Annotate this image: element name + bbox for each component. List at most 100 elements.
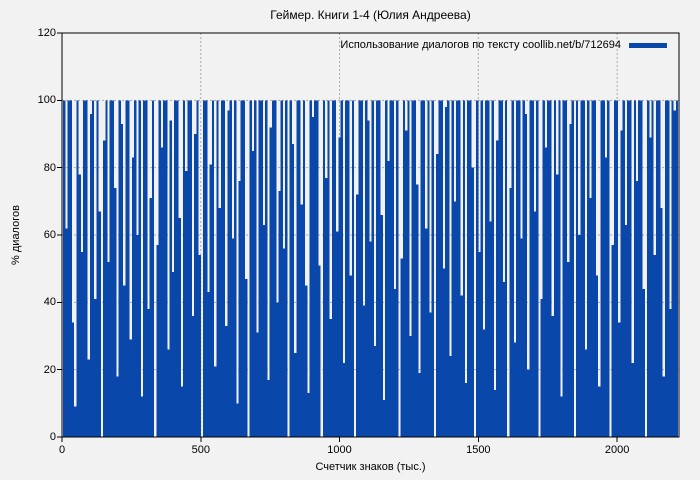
bar — [107, 261, 110, 437]
bar — [427, 100, 430, 437]
bar — [567, 261, 570, 437]
bar — [143, 100, 146, 437]
bar — [465, 383, 468, 437]
bar — [402, 100, 406, 437]
bar — [500, 100, 503, 437]
bar — [409, 336, 412, 437]
bar — [322, 100, 326, 437]
bar — [218, 208, 221, 437]
y-tick-label: 100 — [37, 94, 56, 107]
bar — [194, 134, 197, 437]
bar — [331, 100, 335, 437]
bar — [540, 298, 543, 437]
bar — [291, 144, 295, 437]
bar — [336, 231, 339, 437]
bar — [256, 332, 259, 437]
bar — [160, 147, 164, 437]
bar — [416, 184, 419, 437]
bar — [671, 100, 674, 437]
bar — [174, 100, 177, 437]
bar — [187, 100, 190, 437]
bar — [140, 396, 144, 437]
bar — [502, 282, 505, 437]
bar — [467, 100, 470, 437]
bar — [309, 100, 312, 437]
bar — [544, 147, 548, 437]
bar — [105, 100, 108, 437]
bar — [569, 123, 572, 438]
bar — [396, 100, 399, 437]
bar — [549, 100, 552, 437]
bar — [562, 100, 565, 437]
bar — [134, 100, 137, 437]
bar — [249, 100, 252, 437]
bar — [83, 100, 86, 437]
bar — [593, 100, 597, 437]
bar — [169, 120, 172, 438]
x-tick-label: 2000 — [604, 444, 630, 456]
bar — [76, 100, 79, 437]
bar — [385, 100, 388, 437]
bar — [198, 255, 201, 437]
y-tick-label: 20 — [43, 363, 56, 376]
bar — [151, 100, 155, 437]
bar — [489, 221, 492, 437]
bar — [513, 342, 517, 437]
bar-series — [63, 100, 679, 438]
bar — [202, 100, 206, 437]
bar — [340, 100, 343, 437]
bar — [109, 100, 112, 437]
bar — [258, 100, 261, 437]
bar — [551, 315, 554, 437]
bar — [318, 265, 321, 437]
bar — [391, 100, 394, 437]
bar — [469, 100, 472, 437]
bar — [536, 100, 539, 437]
bar — [480, 100, 483, 437]
y-tick-label: 60 — [43, 229, 56, 241]
bar — [222, 100, 226, 437]
bar — [520, 238, 523, 437]
bar — [624, 224, 628, 437]
bar — [245, 278, 248, 437]
bar — [300, 204, 303, 437]
bar — [338, 137, 341, 437]
bar — [527, 369, 530, 437]
bar — [640, 100, 643, 437]
bar — [271, 100, 275, 437]
bar — [362, 305, 366, 437]
bar — [276, 302, 279, 437]
bar — [120, 123, 124, 438]
bar — [307, 393, 310, 437]
bar — [438, 100, 441, 437]
bar — [329, 319, 332, 437]
bar — [96, 100, 99, 437]
bar — [127, 100, 130, 437]
bar — [504, 100, 508, 437]
bar — [98, 211, 101, 437]
bar — [216, 100, 219, 437]
bar — [596, 275, 599, 437]
bar — [591, 100, 594, 437]
bar — [114, 187, 117, 437]
legend-series-swatch — [629, 42, 667, 48]
bar — [471, 167, 474, 437]
bar — [351, 100, 354, 437]
bar — [209, 164, 212, 438]
x-tick-label: 0 — [58, 444, 66, 456]
bar — [91, 100, 95, 437]
bar — [267, 379, 270, 437]
bar — [518, 100, 521, 437]
bar — [131, 157, 135, 438]
bar — [285, 100, 288, 437]
bar — [163, 100, 166, 437]
bar — [63, 100, 66, 437]
bar — [305, 285, 308, 437]
bar — [278, 191, 281, 437]
bar — [578, 235, 581, 437]
bar — [445, 107, 448, 438]
bar — [524, 113, 528, 438]
bar — [94, 298, 97, 437]
bar — [440, 100, 443, 437]
bar — [564, 100, 568, 437]
